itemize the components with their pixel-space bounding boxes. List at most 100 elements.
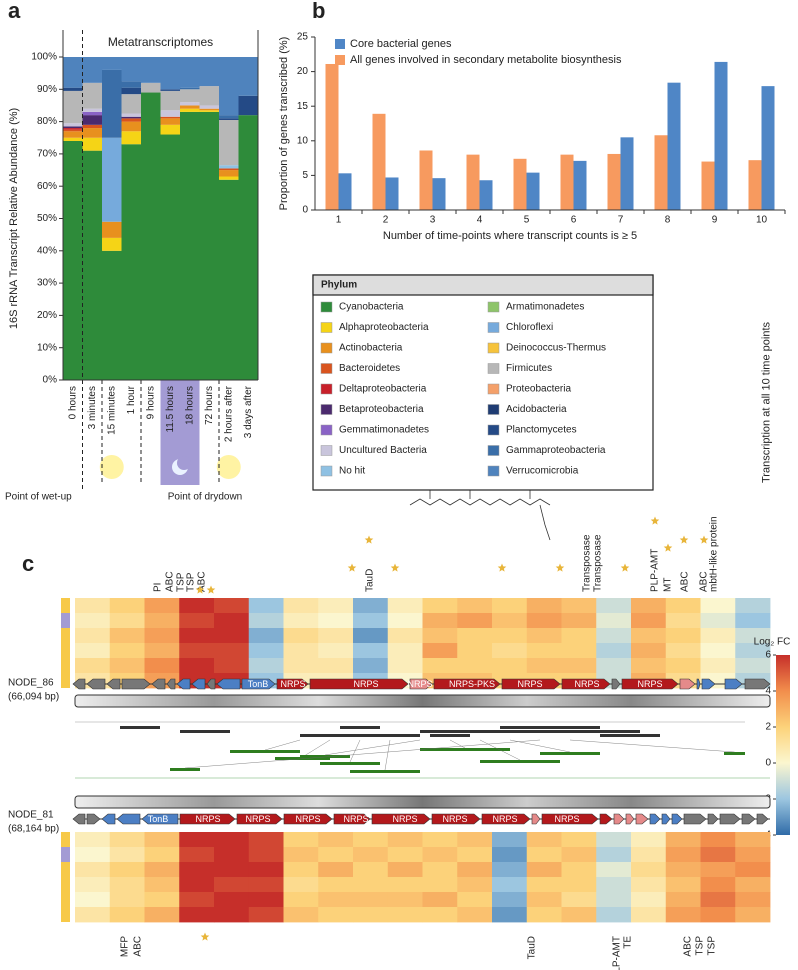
gene-arrow: [611, 678, 621, 690]
heat-cell: [318, 598, 354, 614]
legend-swatch: [487, 404, 500, 415]
gene-arrow: [101, 813, 116, 825]
legend-swatch: [320, 404, 333, 415]
heat-cell: [179, 892, 215, 908]
bar-segment: [219, 176, 239, 180]
colorbar-label: Log₂ FC: [754, 637, 791, 648]
gene-arrow: [86, 813, 101, 825]
align-block: [320, 762, 380, 765]
heat-cell: [735, 613, 771, 629]
heat-cell: [457, 907, 493, 923]
gene-label: TSP: [176, 572, 187, 592]
legend-label: Chloroflexi: [506, 322, 553, 333]
bar-segment: [199, 110, 220, 112]
heat-cell: [457, 628, 493, 644]
legend-title: Phylum: [321, 280, 357, 291]
heat-cell: [179, 907, 215, 923]
orf-label: NRPS: [343, 814, 368, 824]
gene-label: ABC: [699, 571, 710, 592]
gene-label: ABC: [683, 936, 694, 957]
bar-segment: [121, 144, 142, 380]
bar-segment: [82, 108, 103, 112]
legend-swatch: [320, 424, 333, 436]
heat-cell: [492, 907, 528, 923]
heat-cell: [422, 643, 458, 659]
bar-segment: [82, 115, 103, 125]
gene-arrow: [531, 813, 541, 825]
heat-cell: [214, 847, 250, 863]
bar: [325, 63, 339, 210]
bar-segment: [199, 111, 220, 380]
legend-label: Gemmatimonadetes: [339, 425, 429, 436]
heat-cell: [318, 862, 354, 878]
bar-segment: [121, 116, 142, 119]
heat-cell: [75, 862, 111, 878]
gene-label: TSP: [186, 572, 197, 592]
colorbar-tick-label: 0: [765, 758, 771, 769]
bar-segment: [141, 57, 161, 83]
heat-cell: [353, 643, 389, 659]
heat-cell: [422, 862, 458, 878]
heat-cell: [109, 877, 145, 893]
align-block: [300, 755, 350, 758]
heat-cell: [526, 658, 562, 674]
gene-arrow: [241, 678, 276, 690]
legend-label: Deltaproteobacteria: [339, 384, 427, 395]
heat-cell: [75, 847, 111, 863]
bar-segment: [102, 221, 122, 238]
heat-cell: [561, 643, 597, 659]
heat-cell: [596, 832, 632, 848]
heat-cell: [214, 628, 250, 644]
heat-cell: [422, 832, 458, 848]
gene-arrow: [679, 678, 696, 690]
heat-cell: [422, 847, 458, 863]
y-tick-label: 30%: [37, 278, 57, 289]
heat-cell: [353, 862, 389, 878]
align-block: [420, 748, 510, 751]
row-strip: [61, 862, 70, 877]
gene-arrow: [72, 678, 86, 690]
bar-segment: [121, 118, 142, 122]
heat-cell: [179, 643, 215, 659]
bar-segment: [63, 126, 83, 129]
bar-segment: [160, 90, 181, 111]
bar-segment: [63, 57, 83, 88]
orf-label: NRPS: [353, 679, 378, 689]
bar-segment: [141, 82, 161, 93]
heat-cell: [735, 658, 771, 674]
heat-cell: [283, 907, 319, 923]
bar: [419, 150, 433, 210]
bar: [714, 61, 728, 210]
x-tick-label: 5: [524, 215, 530, 226]
heat-cell: [492, 598, 528, 614]
bar: [560, 154, 574, 210]
bar-segment: [199, 105, 220, 109]
orf-label: NRPS: [245, 814, 270, 824]
heat-cell: [735, 628, 771, 644]
y-tick-label: 10%: [37, 342, 57, 353]
bar-segment: [160, 116, 181, 119]
bar: [385, 177, 399, 210]
y-axis-label: Proportion of genes transcribed (%): [278, 37, 290, 211]
heat-cell: [283, 862, 319, 878]
heat-cell: [526, 832, 562, 848]
heat-cell: [631, 862, 667, 878]
star: [679, 535, 689, 544]
row-strip: [61, 892, 70, 907]
x-tick-label: 4: [477, 215, 483, 226]
moon-icon: [177, 456, 191, 470]
bar: [607, 153, 621, 210]
row-strip: [61, 847, 70, 862]
align-block: [120, 726, 160, 729]
align-link: [449, 739, 466, 749]
x-tick-label: 2: [383, 215, 389, 226]
heat-cell: [735, 847, 771, 863]
coverage-track: [74, 694, 771, 708]
heat-cell: [631, 598, 667, 614]
bar-segment: [219, 170, 239, 177]
heat-cell: [353, 877, 389, 893]
star: [663, 543, 673, 552]
star: [200, 932, 210, 941]
heat-cell: [700, 892, 736, 908]
heat-cell: [457, 847, 493, 863]
